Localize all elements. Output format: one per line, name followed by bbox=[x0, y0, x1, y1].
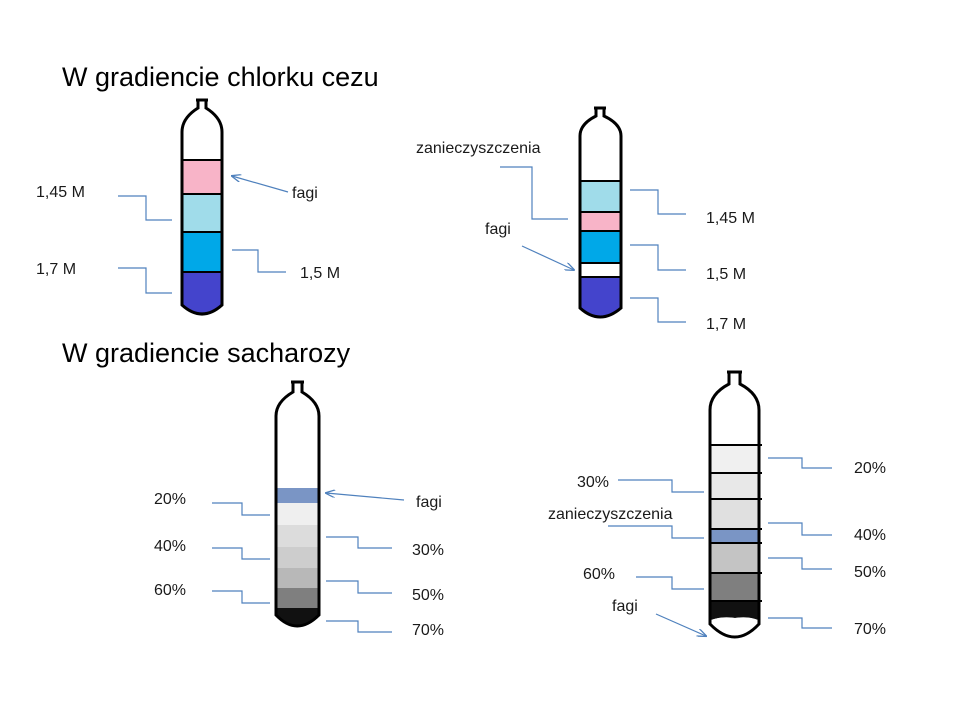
tube-3 bbox=[212, 380, 405, 633]
tube-2-band-1-7m bbox=[581, 277, 620, 316]
tube-4-label-70: 70% bbox=[854, 621, 887, 638]
tube-4-band-20 bbox=[711, 445, 758, 473]
tube-3-band-20 bbox=[277, 503, 318, 525]
tube-3-label-70: 70% bbox=[412, 622, 445, 639]
tube-3-band-70 bbox=[277, 608, 318, 626]
tube-1-leaders bbox=[118, 176, 289, 294]
tube-1-label-1-7m: 1,7 M bbox=[36, 261, 77, 278]
tube-1 bbox=[118, 98, 289, 316]
tube-1-label-fagi: fagi bbox=[292, 185, 318, 202]
tube-3-label-fagi: fagi bbox=[416, 494, 442, 511]
tube-1-band-1-5m bbox=[183, 232, 221, 272]
tube-4-label-40: 40% bbox=[854, 527, 887, 544]
section-title-sucrose: W gradiencie sacharozy bbox=[62, 338, 351, 368]
tube-3-outline bbox=[274, 380, 321, 628]
tube-4-label-fagi: fagi bbox=[612, 598, 638, 615]
tube-4-label-60: 60% bbox=[583, 566, 616, 583]
tube-4-label-50: 50% bbox=[854, 564, 887, 581]
tube-4-outline bbox=[708, 370, 761, 639]
tube-4-label-zanieczyszczenia: zanieczyszczenia bbox=[548, 506, 673, 523]
tube-4-band-fagi bbox=[711, 617, 758, 636]
tube-4-band-40 bbox=[711, 499, 758, 529]
tube-4-label-30: 30% bbox=[577, 474, 610, 491]
tube-3-band-50 bbox=[277, 568, 318, 588]
tube-4-dividers bbox=[710, 444, 762, 602]
tube-2-dividers bbox=[580, 180, 621, 278]
tube-2-label-1-5m: 1,5 M bbox=[706, 266, 747, 283]
tube-1-outline bbox=[180, 98, 224, 316]
tube-1-label-1-45m: 1,45 M bbox=[36, 184, 85, 201]
tube-3-label-30: 30% bbox=[412, 542, 445, 559]
section-title-cscl: W gradiencie chlorku cezu bbox=[62, 62, 379, 92]
tube-3-leaders bbox=[212, 493, 405, 633]
tube-2-label-1-7m: 1,7 M bbox=[706, 316, 747, 333]
tube-2-band-1-5m bbox=[581, 231, 620, 263]
tube-2-label-zanieczyszczenia: zanieczyszczenia bbox=[416, 140, 541, 157]
tube-4-label-20: 20% bbox=[854, 460, 887, 477]
tube-3-band-fagi bbox=[277, 488, 318, 503]
tube-2 bbox=[500, 106, 686, 323]
tube-2-label-1-45m: 1,45 M bbox=[706, 210, 755, 227]
tube-1-dividers bbox=[182, 159, 222, 273]
tube-1-band-1-45m bbox=[183, 194, 221, 232]
tube-2-leaders bbox=[500, 166, 686, 323]
tube-4-leaders bbox=[608, 457, 832, 636]
tube-4-band-60 bbox=[711, 573, 758, 601]
tube-3-band-30 bbox=[277, 525, 318, 547]
tube-2-band-fagi bbox=[581, 263, 620, 277]
tube-3-label-50: 50% bbox=[412, 587, 445, 604]
tube-2-label-fagi: fagi bbox=[485, 221, 511, 238]
tube-2-band-1-45m bbox=[581, 181, 620, 212]
tube-3-label-60: 60% bbox=[154, 582, 187, 599]
tube-3-label-20: 20% bbox=[154, 491, 187, 508]
tube-3-band-60 bbox=[277, 588, 318, 608]
tube-4-band-50 bbox=[711, 543, 758, 573]
tube-4-band-70 bbox=[711, 601, 758, 620]
tube-3-band-40 bbox=[277, 547, 318, 568]
tube-1-label-1-5m: 1,5 M bbox=[300, 265, 341, 282]
tube-2-outline bbox=[578, 106, 623, 319]
tube-3-label-40: 40% bbox=[154, 538, 187, 555]
tube-4 bbox=[608, 370, 832, 639]
tube-4-band-30 bbox=[711, 473, 758, 499]
tube-1-band-fagi bbox=[183, 160, 221, 194]
tube-4-band-zanieczyszczenia bbox=[711, 529, 758, 543]
tube-1-band-1-7m bbox=[183, 272, 221, 314]
tube-2-band-zanieczyszczenia bbox=[581, 212, 620, 231]
